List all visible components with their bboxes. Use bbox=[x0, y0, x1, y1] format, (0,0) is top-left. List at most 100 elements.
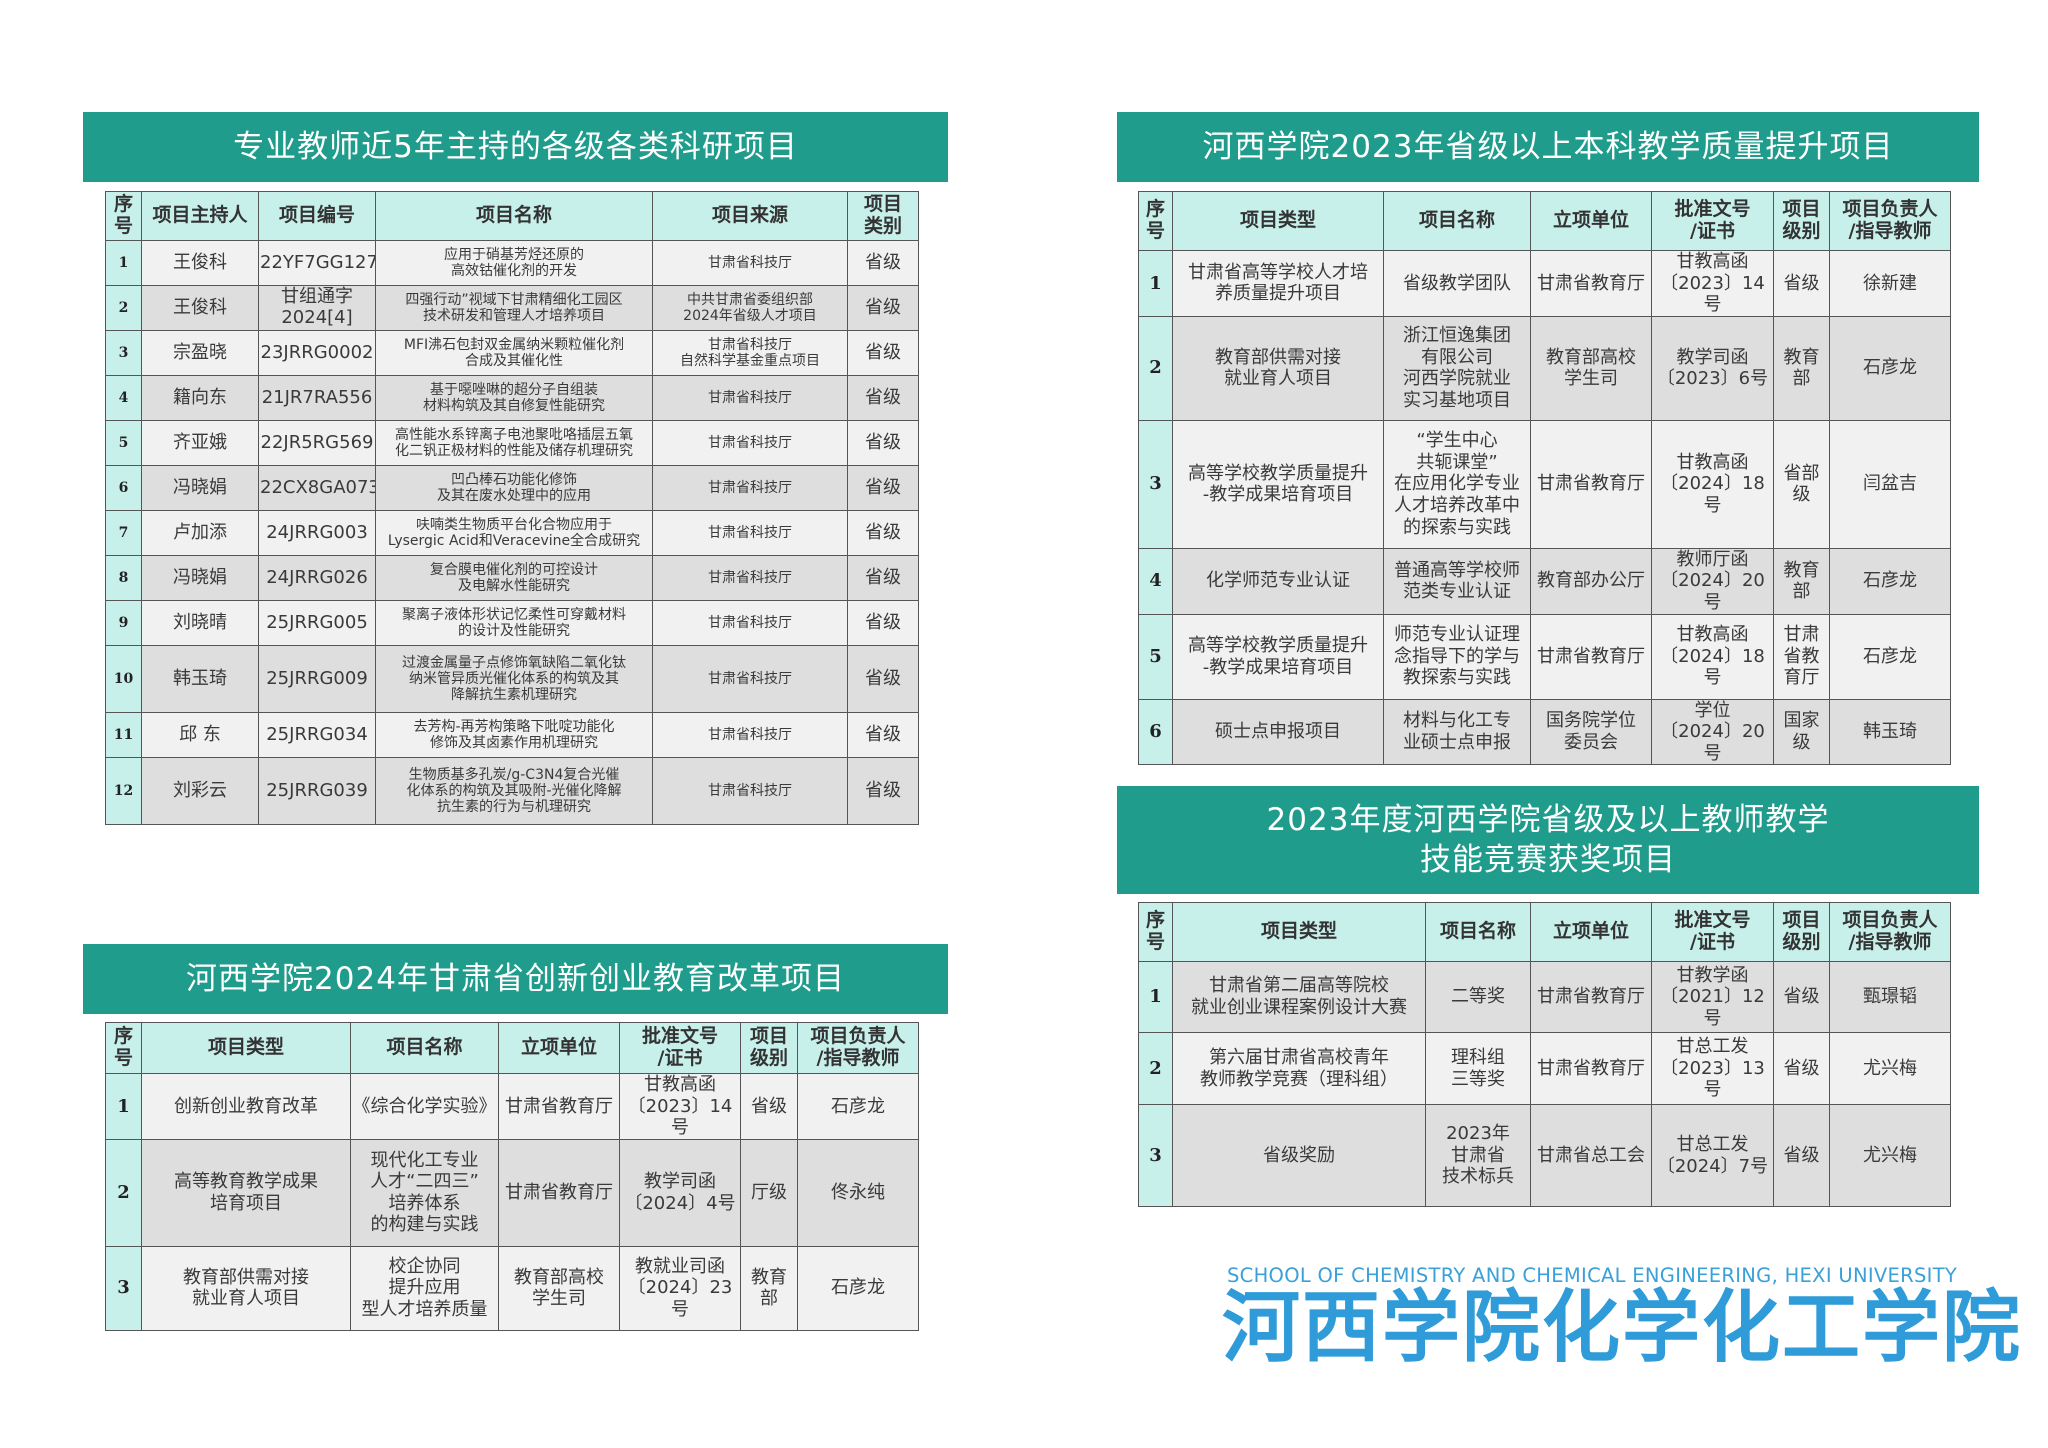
table-row: 4 化学师范专业认证 普通高等学校师 范类专业认证 教育部办公厅 教师厅函 〔2024〕… bbox=[1138, 547, 1951, 615]
table-cell: 教学司函 〔2024〕4号 bbox=[619, 1138, 741, 1247]
table-row: 9 刘晓晴 25JRRG005 聚离子液体形状记忆柔性可穿戴材料 的设计及性能研究 甘肃… bbox=[105, 600, 919, 646]
table-cell: 韩玉琦 bbox=[1829, 698, 1951, 766]
column-header: 项目主持人 bbox=[141, 191, 259, 241]
table-cell: 甘教高函 〔2024〕18 号 bbox=[1651, 419, 1774, 549]
table-cell: 国家 级 bbox=[1773, 698, 1830, 766]
table-cell: “学生中心 共轭课堂” 在应用化学专业 人才培养改革中 的探索与实践 bbox=[1383, 419, 1531, 549]
table-cell: 24JRRG003 bbox=[258, 510, 376, 556]
table-cell: 省级 bbox=[847, 420, 919, 466]
row-index: 6 bbox=[105, 465, 142, 511]
school-chinese-logo: 河西学院化学化工学院 bbox=[1222, 1283, 2023, 1373]
table-cell: 高等教育教学成果 培育项目 bbox=[141, 1138, 351, 1247]
column-header: 序 号 bbox=[1138, 191, 1173, 251]
row-index: 4 bbox=[105, 375, 142, 421]
table-cell: 省级 bbox=[1773, 250, 1830, 317]
column-header: 项目编号 bbox=[258, 191, 376, 241]
table-cell: 教育部高校 学生司 bbox=[1530, 315, 1652, 421]
column-header: 项目 级别 bbox=[740, 1022, 798, 1074]
table-cell: 省级 bbox=[847, 712, 919, 758]
table-row: 6 硕士点申报项目 材料与化工专 业硕士点申报 国务院学位 委员会 学位 〔2024〕2… bbox=[1138, 698, 1951, 766]
table-cell: 甘肃省高等学校人才培 养质量提升项目 bbox=[1172, 250, 1384, 317]
table-cell: 省级 bbox=[1773, 961, 1830, 1033]
table-cell: 卢加添 bbox=[141, 510, 259, 556]
table-cell: 甘肃省教育厅 bbox=[1530, 419, 1652, 549]
column-header: 批准文号 /证书 bbox=[1651, 902, 1774, 962]
table-cell: 25JRRG039 bbox=[258, 757, 376, 825]
table-row: 2 第六届甘肃省高校青年 教师教学竞赛（理科组） 理科组 三等奖 甘肃省教育厅 甘总工发… bbox=[1138, 1032, 1951, 1105]
table-cell: 省级 bbox=[847, 465, 919, 511]
table-cell: 二等奖 bbox=[1425, 961, 1531, 1033]
row-index: 1 bbox=[1138, 961, 1173, 1033]
table-cell: 学位 〔2024〕20 号 bbox=[1651, 698, 1774, 766]
row-index: 2 bbox=[105, 1138, 142, 1247]
table-cell: 甘教高函 〔2023〕14 号 bbox=[1651, 250, 1774, 317]
column-header: 项目类型 bbox=[141, 1022, 351, 1074]
table-cell: 普通高等学校师 范类专业认证 bbox=[1383, 547, 1531, 615]
table-cell: 省级 bbox=[847, 240, 919, 286]
table-row: 1 甘肃省高等学校人才培 养质量提升项目 省级教学团队 甘肃省教育厅 甘教高函 〔202… bbox=[1138, 250, 1951, 317]
row-index: 2 bbox=[1138, 1032, 1173, 1105]
table-row: 3 教育部供需对接 就业育人项目 校企协同 提升应用 型人才培养质量 教育部高校 学生… bbox=[105, 1245, 919, 1331]
row-index: 9 bbox=[105, 600, 142, 646]
table-cell: 复合膜电催化剂的可控设计 及电解水性能研究 bbox=[375, 555, 653, 601]
table-cell: 省级 bbox=[847, 510, 919, 556]
table-cell: 呋喃类生物质平台化合物应用于 Lysergic Acid和Veracevine全… bbox=[375, 510, 653, 556]
column-header: 项目负责人 /指导教师 bbox=[797, 1022, 919, 1074]
row-index: 1 bbox=[105, 240, 142, 286]
table-cell: 尤兴梅 bbox=[1829, 1104, 1951, 1207]
table-row: 4 籍向东 21JR7RA556 基于噁唑啉的超分子自组装 材料构筑及其自修复性能研究… bbox=[105, 375, 919, 421]
table-cell: 省级 bbox=[740, 1073, 798, 1140]
table-cell: 甘总工发 〔2023〕13号 bbox=[1651, 1032, 1774, 1105]
innovation-projects-table: 序 号项目类型 项目名称 立项单位 批准文号 /证书 项目 级别 项目负责人 /指导教师 1… bbox=[105, 1022, 919, 1331]
column-header: 序 号 bbox=[1138, 902, 1173, 962]
table-cell: 甘肃省科技厅 bbox=[652, 712, 848, 758]
table-cell: 教育部供需对接 就业育人项目 bbox=[141, 1245, 351, 1331]
table-cell: 甘肃省科技厅 bbox=[652, 600, 848, 646]
column-header: 批准文号 /证书 bbox=[1651, 191, 1774, 251]
table-cell: 基于噁唑啉的超分子自组装 材料构筑及其自修复性能研究 bbox=[375, 375, 653, 421]
column-header: 立项单位 bbox=[1530, 902, 1652, 962]
table-cell: 韩玉琦 bbox=[141, 645, 259, 713]
table-cell: 石彦龙 bbox=[1829, 547, 1951, 615]
table-cell: 《综合化学实验》 bbox=[350, 1073, 499, 1140]
table-cell: 甘肃省教育厅 bbox=[1530, 613, 1652, 700]
table-cell: 邱 东 bbox=[141, 712, 259, 758]
column-header: 项目名称 bbox=[1383, 191, 1531, 251]
row-index: 1 bbox=[1138, 250, 1173, 317]
table-cell: 宗盈晓 bbox=[141, 330, 259, 376]
column-header: 项目 级别 bbox=[1773, 191, 1830, 251]
table-cell: 教师厅函 〔2024〕20号 bbox=[1651, 547, 1774, 615]
table-cell: 省级奖励 bbox=[1172, 1104, 1426, 1207]
table-header-row: 序 号项目类型 项目名称 立项单位 批准文号 /证书 项目 级别 项目负责人 /指导教师 bbox=[1138, 191, 1951, 251]
table-cell: 籍向东 bbox=[141, 375, 259, 421]
table-row: 1 王俊科 22YF7GG127 应用于硝基芳烃还原的 高效钴催化剂的开发 甘肃省科技厅… bbox=[105, 240, 919, 286]
table-row: 7 卢加添 24JRRG003 呋喃类生物质平台化合物应用于 Lysergic Aci… bbox=[105, 510, 919, 556]
table-cell: 冯晓娟 bbox=[141, 555, 259, 601]
table-row: 6 冯晓娟 22CX8GA073 凹凸棒石功能化修饰 及其在废水处理中的应用 甘肃省科技… bbox=[105, 465, 919, 511]
column-header: 立项单位 bbox=[1530, 191, 1652, 251]
column-header: 项目负责人 /指导教师 bbox=[1829, 191, 1951, 251]
table-cell: 21JR7RA556 bbox=[258, 375, 376, 421]
table-cell: 石彦龙 bbox=[1829, 613, 1951, 700]
table-cell: 甘肃省教育厅 bbox=[1530, 961, 1652, 1033]
table-cell: 甘肃省科技厅 bbox=[652, 555, 848, 601]
table-cell: 国务院学位 委员会 bbox=[1530, 698, 1652, 766]
table-cell: 甘教高函 〔2024〕18 号 bbox=[1651, 613, 1774, 700]
research-projects-title: 专业教师近5年主持的各级各类科研项目 bbox=[83, 112, 948, 182]
table-row: 3 省级奖励 2023年 甘肃省 技术标兵 甘肃省总工会 甘总工发 〔2024〕7号 省级… bbox=[1138, 1104, 1951, 1207]
table-cell: 25JRRG005 bbox=[258, 600, 376, 646]
row-index: 6 bbox=[1138, 698, 1173, 766]
table-cell: 省级 bbox=[1773, 1104, 1830, 1207]
table-cell: 24JRRG026 bbox=[258, 555, 376, 601]
table-cell: 尤兴梅 bbox=[1829, 1032, 1951, 1105]
column-header: 项目负责人 /指导教师 bbox=[1829, 902, 1951, 962]
table-header-row: 序 号项目类型 项目名称 立项单位 批准文号 /证书 项目 级别 项目负责人 /指导教师 bbox=[1138, 902, 1951, 962]
table-cell: 甘肃省科技厅 bbox=[652, 375, 848, 421]
table-cell: 刘彩云 bbox=[141, 757, 259, 825]
table-cell: 凹凸棒石功能化修饰 及其在废水处理中的应用 bbox=[375, 465, 653, 511]
table-cell: 王俊科 bbox=[141, 240, 259, 286]
table-cell: 石彦龙 bbox=[1829, 315, 1951, 421]
table-row: 8 冯晓娟 24JRRG026 复合膜电催化剂的可控设计 及电解水性能研究 甘肃省科技厅… bbox=[105, 555, 919, 601]
table-cell: 甘肃省科技厅 bbox=[652, 510, 848, 556]
competition-awards-title: 2023年度河西学院省级及以上教师教学 技能竞赛获奖项目 bbox=[1117, 786, 1979, 894]
